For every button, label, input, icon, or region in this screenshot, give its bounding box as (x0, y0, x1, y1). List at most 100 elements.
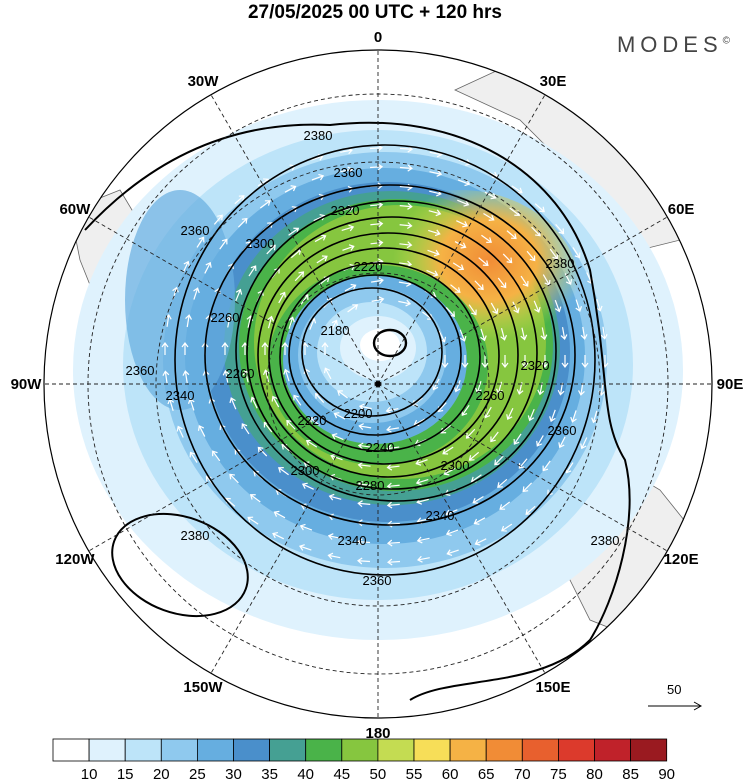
colorbar-swatch (269, 738, 307, 762)
wind-arrow (443, 467, 456, 476)
svg-text:2360: 2360 (363, 573, 392, 588)
wind-arrow (229, 397, 237, 410)
wind-arrow (481, 355, 489, 368)
colorbar-label: 80 (586, 766, 603, 782)
longitude-label: 30W (188, 73, 220, 90)
wind-arrow (259, 200, 271, 209)
map-border (43, 49, 713, 719)
wind-arrow (273, 510, 286, 519)
longitude-label: 60W (59, 201, 91, 218)
wind-arrow (344, 283, 357, 292)
wind-arrow (161, 342, 169, 355)
wind-arrow (428, 209, 442, 217)
wind-arrow (167, 398, 175, 412)
colorbar-swatch (521, 738, 559, 762)
colorbar-swatch (413, 738, 451, 762)
colorbar-swatch (124, 738, 162, 762)
wind-arrow (537, 382, 545, 396)
wind-arrow (511, 185, 523, 194)
wind-arrow (272, 532, 285, 540)
contour-2240 (279, 262, 481, 452)
wind-arrow (429, 170, 443, 177)
contour-2340 (204, 184, 576, 526)
colorbar-swatch (377, 738, 415, 762)
colorbar-swatch (88, 738, 126, 762)
contour-label: 2180 (321, 323, 350, 338)
wind-arrow (328, 493, 342, 501)
wind-arrow (283, 368, 290, 382)
wind-arrow (446, 549, 459, 556)
wind-arrow (542, 460, 551, 472)
wind-arrow (330, 319, 338, 332)
svg-text:2280: 2280 (356, 478, 385, 493)
contour-label: 2380 (304, 128, 333, 143)
colorbar-label: 35 (261, 766, 278, 782)
reference-vector-label: 50 (667, 682, 681, 697)
wind-arrow (536, 435, 544, 447)
wind-arrow (185, 314, 192, 328)
svg-text:2260: 2260 (211, 310, 240, 325)
wind-arrow (558, 436, 566, 449)
contour-label: 2220 (354, 259, 383, 274)
wind-arrow (490, 431, 499, 443)
wind-arrow (520, 327, 528, 341)
south-pole-marker (375, 381, 381, 387)
wind-arrow (311, 173, 325, 181)
longitude-label: 150E (535, 679, 570, 696)
wind-arrow (480, 328, 487, 342)
contour-label: 2300 (441, 458, 470, 473)
colorbar-label: 70 (514, 766, 531, 782)
colorbar-label: 60 (442, 766, 459, 782)
wind-arrow (426, 269, 439, 277)
wind-arrow (500, 328, 508, 341)
svg-text:2360: 2360 (548, 423, 577, 438)
colorbar-label: 40 (297, 766, 314, 782)
wind-arrow (281, 342, 289, 355)
contour-2220 (288, 274, 462, 436)
wind-arrow (481, 234, 493, 243)
svg-text:2260: 2260 (226, 366, 255, 381)
wind-arrow (370, 239, 384, 247)
wind-arrow (494, 455, 504, 466)
wind-arrow (445, 307, 456, 318)
wind-arrow (501, 523, 513, 532)
wind-arrow (340, 166, 354, 174)
wind-arrow (581, 355, 589, 368)
contour-label: 2280 (356, 478, 385, 493)
contour-label: 2340 (426, 508, 455, 523)
contour-2180 (372, 328, 408, 358)
wind-arrow (313, 214, 326, 222)
contour-2200 (301, 287, 443, 417)
wind-arrow (445, 529, 459, 537)
svg-text:2360: 2360 (126, 363, 155, 378)
svg-text:2360: 2360 (334, 165, 363, 180)
wind-arrow (441, 355, 449, 368)
longitude-label: 180 (365, 725, 390, 742)
wind-arrow (497, 277, 507, 289)
wind-arrow (347, 304, 359, 313)
wind-arrow (490, 302, 499, 315)
wind-arrow (176, 425, 184, 438)
svg-text:2180: 2180 (321, 323, 350, 338)
wind-arrow (182, 370, 190, 384)
wind-arrow (342, 244, 355, 251)
colorbar-swatch (305, 738, 343, 762)
wind-arrow (358, 403, 372, 411)
wind-arrow (386, 539, 400, 547)
contour-label: 2340 (166, 388, 195, 403)
colorbar-label: 45 (333, 766, 350, 782)
wind-arrow (521, 355, 529, 368)
contour-label: 2380 (546, 256, 575, 271)
wind-arrow (257, 446, 268, 457)
wind-arrow (266, 244, 276, 255)
wind-arrow (386, 501, 400, 509)
wind-arrow (525, 505, 536, 515)
contour-label: 2300 (291, 463, 320, 478)
wind-vectors (161, 144, 609, 566)
wind-arrow (301, 482, 314, 490)
svg-text:2380: 2380 (591, 533, 620, 548)
wind-arrow (415, 478, 429, 486)
wind-arrow (555, 223, 565, 235)
colorbar-label: 65 (478, 766, 495, 782)
wind-arrow (468, 451, 480, 461)
